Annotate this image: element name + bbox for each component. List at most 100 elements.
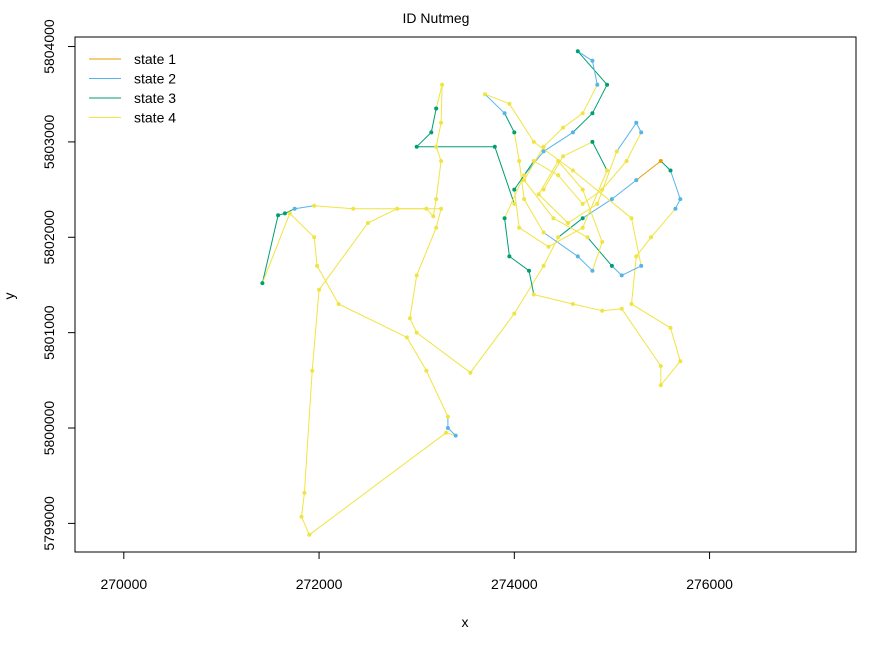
track-point <box>561 154 566 159</box>
track-segment <box>567 203 598 224</box>
track-segment <box>553 217 588 238</box>
track-point <box>307 532 312 537</box>
track-segment <box>562 141 593 157</box>
track-point <box>336 302 341 306</box>
track-point <box>541 263 546 268</box>
track-point <box>424 368 429 373</box>
track-point <box>414 273 419 278</box>
track-point <box>541 144 546 149</box>
track-segment <box>494 146 515 205</box>
track-point <box>634 178 639 183</box>
track-point <box>678 197 683 202</box>
track-point <box>678 359 683 364</box>
track-segment <box>311 289 320 371</box>
track-segment <box>650 208 676 238</box>
y-tick-label: 5800000 <box>41 401 57 456</box>
track-segment <box>261 215 279 284</box>
track-segment <box>543 127 564 148</box>
y-tick-label: 5803000 <box>41 114 57 169</box>
track-point <box>310 368 315 373</box>
track-segment <box>435 146 442 162</box>
track-point <box>502 111 507 116</box>
track-segment <box>582 84 598 114</box>
track-segment <box>557 160 584 190</box>
track-point <box>439 120 444 125</box>
track-point <box>414 330 419 335</box>
track-segment <box>660 160 671 171</box>
track-point <box>527 268 531 273</box>
track-segment <box>621 308 662 367</box>
track-point <box>590 268 595 273</box>
track-point <box>431 214 436 219</box>
track-point <box>302 490 307 495</box>
track-segment <box>523 198 545 233</box>
track-segment <box>596 151 618 205</box>
track-point <box>566 221 570 225</box>
track-segment <box>548 227 583 248</box>
track-point <box>595 201 600 206</box>
track-segment <box>504 175 525 219</box>
track-point <box>541 149 546 154</box>
track-segment <box>533 160 559 176</box>
track-segment <box>367 208 398 224</box>
track-point <box>292 206 297 211</box>
track-segment <box>416 132 432 148</box>
track-point <box>590 111 595 116</box>
track-segment <box>528 270 535 295</box>
track-segment <box>572 112 593 133</box>
track-point <box>570 168 575 173</box>
track-point <box>639 130 644 135</box>
track-point <box>634 120 639 125</box>
track-point <box>605 82 610 87</box>
track-point <box>444 430 448 435</box>
track-segment <box>543 232 579 257</box>
track-segment <box>509 255 530 272</box>
track-segment <box>670 170 681 200</box>
y-tick-label: 5801000 <box>41 305 57 360</box>
track-segment <box>435 208 442 228</box>
x-tick-label: 274000 <box>491 576 538 592</box>
track-segment <box>294 205 315 210</box>
track-point <box>276 213 281 218</box>
track-point <box>561 125 566 130</box>
track-segment <box>543 131 574 152</box>
track-segment <box>309 432 447 536</box>
track-point <box>287 211 292 216</box>
track-point <box>580 111 585 116</box>
legend-label: state 2 <box>134 71 176 87</box>
track-point <box>609 263 614 268</box>
track-point <box>512 201 517 206</box>
track-segment <box>425 370 449 417</box>
track-point <box>507 254 512 259</box>
track-point <box>619 306 624 311</box>
track-point <box>585 235 590 240</box>
track-point <box>468 370 473 375</box>
y-tick-label: 5802000 <box>41 210 57 265</box>
track-point <box>531 139 536 144</box>
track-segment <box>602 308 622 312</box>
track-point <box>556 173 561 178</box>
track-point <box>580 216 585 221</box>
track-point <box>365 221 370 225</box>
track-point <box>440 82 445 87</box>
track-point <box>502 216 507 221</box>
track-segment <box>621 265 642 276</box>
track-point <box>522 178 527 183</box>
track-segment <box>435 84 443 109</box>
track-point <box>445 414 450 419</box>
track-point <box>483 92 487 97</box>
track-point <box>605 168 610 173</box>
track-segment <box>338 303 408 338</box>
track-point <box>580 201 585 206</box>
track-point <box>395 206 400 211</box>
track-point <box>556 159 561 163</box>
track-point <box>668 168 673 173</box>
track-segment <box>587 236 613 267</box>
track-segment <box>543 237 559 267</box>
track-point <box>658 159 663 163</box>
legend: state 1 state 2 state 3 state 4 <box>89 51 176 126</box>
track-point <box>556 235 561 240</box>
track-segment <box>577 50 608 86</box>
track-segment <box>508 103 535 143</box>
